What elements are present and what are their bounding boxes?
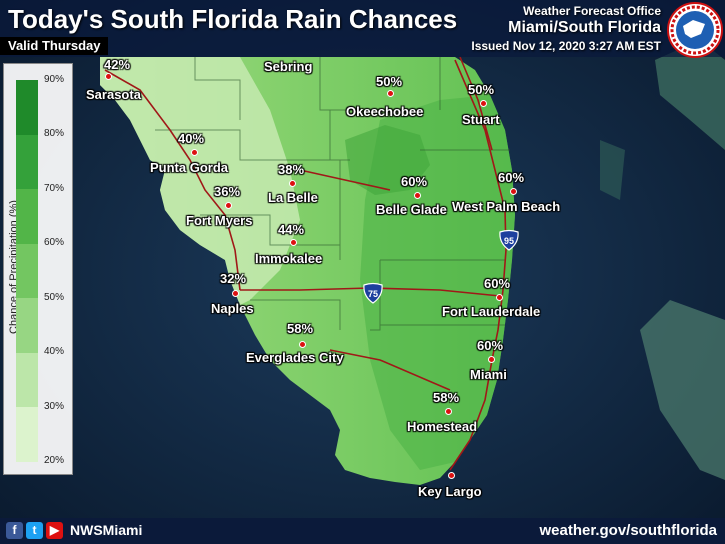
city-label-immokalee: Immokalee — [255, 251, 323, 266]
rain-chance-label: 40% — [178, 131, 205, 146]
city-label-la-belle: La Belle — [268, 190, 318, 205]
city-marker — [105, 73, 112, 80]
city-marker — [387, 90, 394, 97]
rain-chance-label: 58% — [287, 321, 314, 336]
rain-chance-label: 60% — [477, 338, 504, 353]
office-line1: Weather Forecast Office — [523, 4, 661, 18]
city-marker — [445, 408, 452, 415]
legend-tick: 70% — [44, 183, 65, 194]
legend-tick: 40% — [44, 346, 65, 357]
legend-tick: 20% — [44, 455, 65, 466]
city-marker — [289, 180, 296, 187]
legend-tick: 60% — [44, 237, 65, 248]
interstate-75-shield-icon: 75 — [363, 282, 383, 304]
precip-legend: Chance of Precipitation (%) 90% 80% 70% … — [3, 63, 73, 475]
social-icons: f t ▶ — [6, 522, 63, 539]
interstate-95-shield-icon: 95 — [499, 229, 519, 251]
city-label-sebring: Sebring — [264, 59, 313, 74]
rain-chance-label: 60% — [401, 174, 428, 189]
rain-chance-label: 58% — [433, 390, 460, 405]
city-label-sarasota: Sarasota — [86, 87, 141, 102]
rain-chance-label: 32% — [220, 271, 247, 286]
rain-chance-label: 44% — [278, 222, 305, 237]
youtube-icon[interactable]: ▶ — [46, 522, 63, 539]
rain-chance-label: 60% — [498, 170, 525, 185]
legend-tick: 90% — [44, 74, 65, 85]
city-label-okeechobee: Okeechobee — [346, 104, 424, 119]
rain-chance-label: 42% — [104, 57, 131, 72]
city-marker — [232, 290, 239, 297]
bahamas-island — [655, 40, 725, 150]
office-issued: Issued Nov 12, 2020 3:27 AM EST — [471, 39, 661, 53]
bahamas-island — [600, 140, 625, 200]
city-label-miami: Miami — [470, 367, 507, 382]
city-label-stuart: Stuart — [462, 112, 500, 127]
valid-day-label: Valid Thursday — [0, 37, 109, 55]
city-label-belle-glade: Belle Glade — [376, 202, 447, 217]
rain-chance-label: 50% — [468, 82, 495, 97]
city-marker — [488, 356, 495, 363]
city-marker — [191, 149, 198, 156]
city-marker — [414, 192, 421, 199]
legend-tick: 30% — [44, 401, 65, 412]
city-marker — [448, 472, 455, 479]
footer-bar: f t ▶ NWSMiami weather.gov/southflorida — [0, 518, 725, 544]
lake-okeechobee — [345, 125, 430, 195]
city-marker — [510, 188, 517, 195]
rain-chance-label: 36% — [214, 184, 241, 199]
city-marker — [290, 239, 297, 246]
facebook-icon[interactable]: f — [6, 522, 23, 539]
social-handle[interactable]: NWSMiami — [70, 522, 143, 538]
rain-chance-label: 50% — [376, 74, 403, 89]
city-marker — [299, 341, 306, 348]
city-label-key-largo: Key Largo — [418, 484, 482, 499]
interstate-75-number: 75 — [368, 289, 378, 299]
interstate-95-number: 95 — [504, 236, 514, 246]
bahamas-island — [640, 300, 725, 480]
rain-chance-label: 60% — [484, 276, 511, 291]
city-label-homestead: Homestead — [407, 419, 478, 434]
county-lines — [155, 57, 510, 331]
header-bar — [0, 0, 725, 57]
website-link[interactable]: weather.gov/southflorida — [539, 522, 717, 539]
rain-chance-label: 38% — [278, 162, 305, 177]
city-marker — [496, 294, 503, 301]
office-info: Weather Forecast Office Miami/South Flor… — [471, 4, 661, 53]
legend-tick: 80% — [44, 128, 65, 139]
color-ramp — [16, 80, 38, 462]
city-label-naples: Naples — [211, 301, 254, 316]
page-title: Today's South Florida Rain Chances — [8, 4, 458, 34]
city-label-everglades-city: Everglades City — [246, 350, 344, 365]
city-marker — [225, 202, 232, 209]
city-label-punta-gorda: Punta Gorda — [150, 160, 229, 175]
city-label-fort-lauderdale: Fort Lauderdale — [442, 304, 541, 319]
office-line2: Miami/South Florida — [508, 19, 661, 36]
nws-logo-icon — [667, 2, 723, 58]
city-label-west-palm-beach: West Palm Beach — [452, 199, 561, 214]
city-marker — [480, 100, 487, 107]
city-label-fort-myers: Fort Myers — [186, 213, 253, 228]
twitter-icon[interactable]: t — [26, 522, 43, 539]
legend-tick: 50% — [44, 292, 65, 303]
